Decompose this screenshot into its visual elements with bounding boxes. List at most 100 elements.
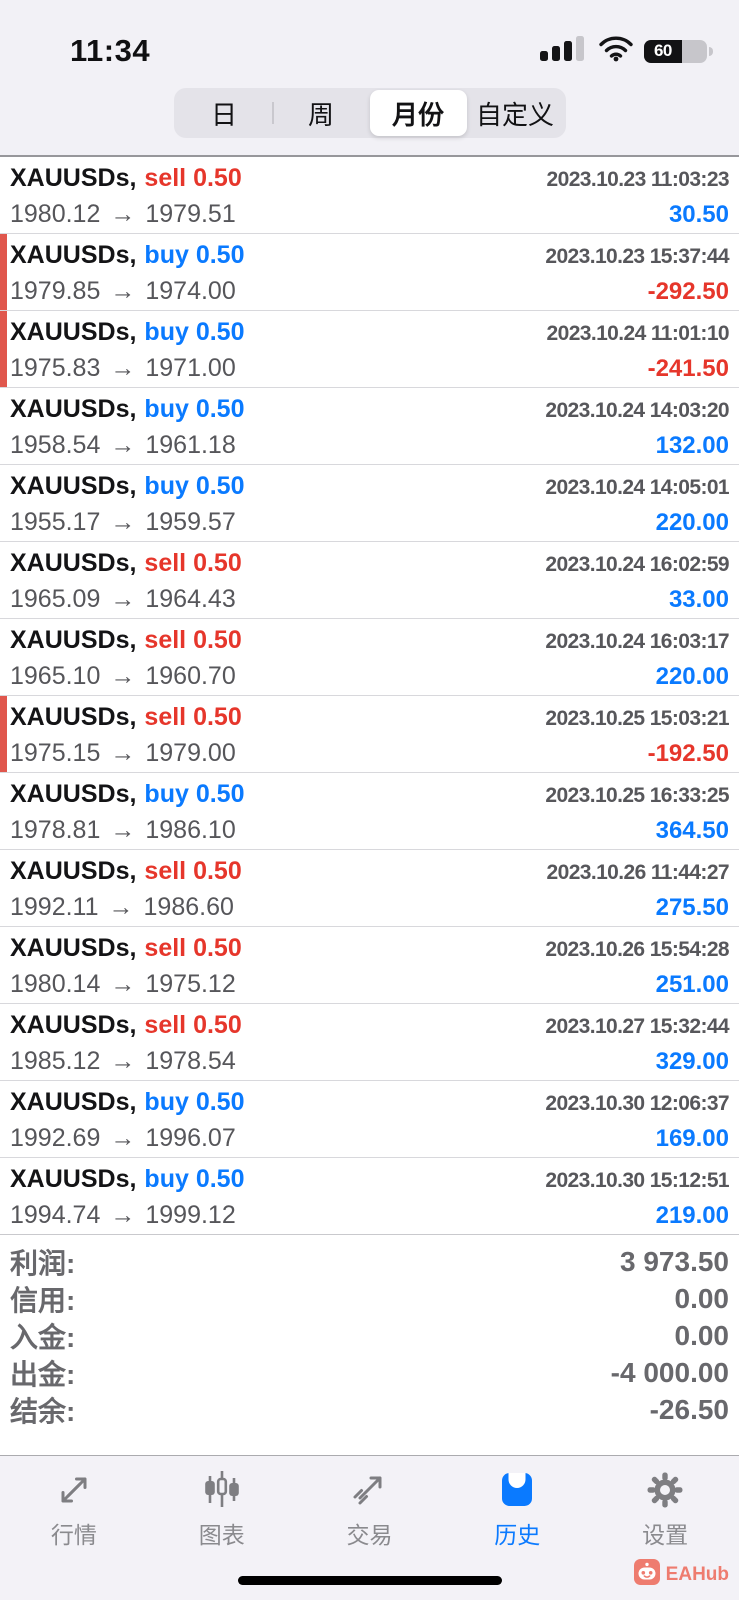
tab-item-2[interactable]: 交易: [296, 1456, 444, 1600]
summary-label: 利润:: [10, 1247, 76, 1279]
settings-icon: [643, 1468, 687, 1512]
summary-value: -26.50: [649, 1393, 729, 1425]
trade-close-price: 1975.12: [145, 970, 236, 998]
trade-row[interactable]: XAUUSDs, buy 0.50 2023.10.30 12:06:37 199…: [0, 1081, 739, 1158]
summary-value: 3 973.50: [620, 1245, 729, 1277]
trade-datetime: 2023.10.25 16:33:25: [545, 784, 729, 807]
trade-prices: 1994.74 → 1999.12: [10, 1201, 236, 1230]
tab-item-3[interactable]: 历史: [443, 1456, 591, 1600]
trade-side: buy 0.50: [144, 780, 245, 808]
trade-profit: 251.00: [655, 971, 729, 998]
trade-symbol: XAUUSDs,: [10, 241, 137, 269]
trade-icon: [347, 1468, 391, 1512]
loss-indicator-bar: [0, 696, 7, 772]
trade-row[interactable]: XAUUSDs, buy 0.50 2023.10.25 16:33:25 197…: [0, 773, 739, 850]
trade-row[interactable]: XAUUSDs, buy 0.50 2023.10.30 15:12:51 199…: [0, 1158, 739, 1235]
trade-datetime: 2023.10.26 11:44:27: [546, 861, 730, 884]
account-summary: 利润: 3 973.50 信用: 0.00 入金: 0.00 出金: -4 00…: [0, 1235, 739, 1456]
summary-row: 利润: 3 973.50: [10, 1243, 729, 1280]
trade-row[interactable]: XAUUSDs, sell 0.50 2023.10.26 15:54:28 19…: [0, 927, 739, 1004]
trade-row[interactable]: XAUUSDs, sell 0.50 2023.10.24 16:03:17 19…: [0, 619, 739, 696]
arrow-glyph: →: [110, 1201, 136, 1229]
trade-profit: 220.00: [655, 663, 729, 690]
trade-row[interactable]: XAUUSDs, buy 0.50 2023.10.24 14:03:20 195…: [0, 388, 739, 465]
trade-side: sell 0.50: [144, 626, 242, 654]
trade-close-price: 1979.51: [145, 200, 236, 228]
battery-icon: 60: [644, 39, 713, 63]
trade-symbol: XAUUSDs,: [10, 472, 137, 500]
segment-2[interactable]: 月份: [369, 90, 467, 136]
trade-side: sell 0.50: [144, 934, 242, 962]
trade-datetime: 2023.10.23 11:03:23: [546, 168, 730, 191]
trade-profit: 33.00: [668, 586, 729, 613]
home-indicator[interactable]: [237, 1576, 502, 1585]
trade-row[interactable]: XAUUSDs, buy 0.50 2023.10.24 11:01:10 197…: [0, 311, 739, 388]
trade-symbol: XAUUSDs,: [10, 318, 137, 346]
trade-prices: 1992.11 → 1986.60: [10, 893, 234, 922]
trade-symbol: XAUUSDs,: [10, 626, 137, 654]
summary-row: 信用: 0.00: [10, 1280, 729, 1317]
segment-3[interactable]: 自定义: [475, 99, 554, 130]
segment-0[interactable]: 日: [210, 99, 237, 130]
trade-datetime: 2023.10.25 15:03:21: [545, 707, 729, 730]
trade-open-price: 1965.09: [10, 585, 101, 613]
battery-nub: [709, 46, 713, 56]
trade-prices: 1985.12 → 1978.54: [10, 1047, 236, 1076]
trade-datetime: 2023.10.27 15:32:44: [545, 1015, 729, 1038]
tab-label: 历史: [494, 1522, 541, 1548]
tab-item-0[interactable]: 行情: [0, 1456, 148, 1600]
charts-icon: [200, 1468, 244, 1512]
trade-row[interactable]: XAUUSDs, buy 0.50 2023.10.24 14:05:01 195…: [0, 465, 739, 542]
trade-row[interactable]: XAUUSDs, sell 0.50 2023.10.26 11:44:27 19…: [0, 850, 739, 927]
trade-prices: 1975.15 → 1979.00: [10, 739, 236, 768]
trade-datetime: 2023.10.30 12:06:37: [545, 1092, 729, 1115]
trade-datetime: 2023.10.24 14:03:20: [545, 399, 729, 422]
loss-indicator-bar: [0, 311, 7, 387]
trade-row[interactable]: XAUUSDs, sell 0.50 2023.10.25 15:03:21 19…: [0, 696, 739, 773]
trade-prices: 1980.14 → 1975.12: [10, 970, 236, 999]
trade-open-price: 1975.83: [10, 354, 101, 382]
trade-row[interactable]: XAUUSDs, sell 0.50 2023.10.24 16:02:59 19…: [0, 542, 739, 619]
trade-datetime: 2023.10.24 16:02:59: [545, 553, 729, 576]
period-segmented-control: 日 周月份 自定义: [173, 88, 566, 138]
segment-1[interactable]: 周: [271, 90, 370, 136]
quotes-icon: [52, 1468, 96, 1512]
trade-symbol: XAUUSDs,: [10, 549, 137, 577]
arrow-glyph: →: [110, 200, 136, 228]
trade-prices: 1958.54 → 1961.18: [10, 431, 236, 460]
trade-open-price: 1980.14: [10, 970, 101, 998]
trade-side: sell 0.50: [144, 164, 242, 192]
trade-row[interactable]: XAUUSDs, sell 0.50 2023.10.27 15:32:44 19…: [0, 1004, 739, 1081]
trade-close-price: 1971.00: [145, 354, 236, 382]
eahub-watermark-text: EAHub: [665, 1563, 729, 1585]
eahub-logo-icon: [633, 1559, 660, 1590]
summary-label: 入金:: [10, 1321, 76, 1353]
trade-prices: 1975.83 → 1971.00: [10, 354, 236, 383]
arrow-glyph: →: [110, 739, 136, 767]
trade-side: sell 0.50: [144, 857, 242, 885]
filter-bar: 日 周月份 自定义: [0, 88, 739, 155]
eahub-watermark: EAHub: [633, 1559, 729, 1590]
trade-side: buy 0.50: [144, 1165, 245, 1193]
trade-close-price: 1978.54: [145, 1047, 236, 1075]
arrow-glyph: →: [110, 816, 136, 844]
trade-open-price: 1979.85: [10, 277, 101, 305]
trade-open-price: 1992.69: [10, 1124, 101, 1152]
summary-row: 入金: 0.00: [10, 1317, 729, 1354]
tab-item-1[interactable]: 图表: [148, 1456, 296, 1600]
arrow-glyph: →: [110, 662, 136, 690]
trade-profit: 329.00: [655, 1048, 729, 1075]
arrow-glyph: →: [108, 893, 134, 921]
trade-row[interactable]: XAUUSDs, buy 0.50 2023.10.23 15:37:44 197…: [0, 234, 739, 311]
bottom-tab-bar: 行情 图表 交易 历史 设置: [0, 1455, 739, 1600]
trade-side: buy 0.50: [144, 241, 245, 269]
trade-symbol: XAUUSDs,: [10, 1088, 137, 1116]
tab-item-4[interactable]: 设置: [591, 1456, 739, 1600]
trade-datetime: 2023.10.26 15:54:28: [545, 938, 729, 961]
trade-prices: 1965.10 → 1960.70: [10, 662, 236, 691]
trade-prices: 1955.17 → 1959.57: [10, 508, 236, 537]
trade-open-price: 1994.74: [10, 1201, 101, 1229]
arrow-glyph: →: [110, 431, 136, 459]
trade-row[interactable]: XAUUSDs, sell 0.50 2023.10.23 11:03:23 19…: [0, 157, 739, 234]
trade-profit: -192.50: [647, 740, 729, 767]
